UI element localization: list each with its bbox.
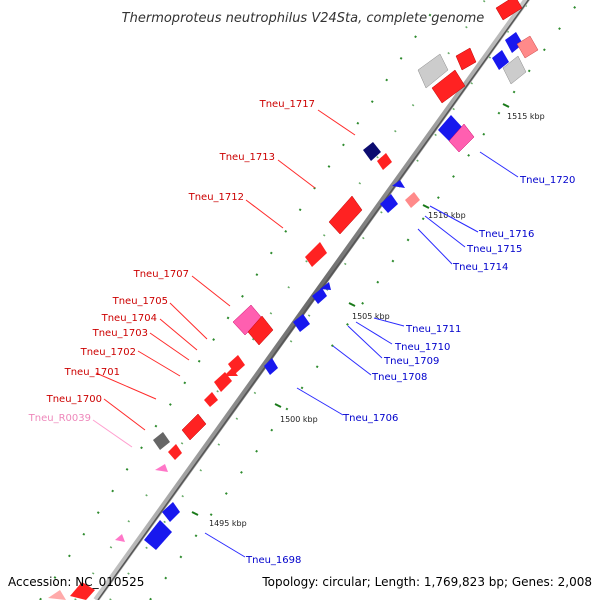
leader-tneu-1715 (424, 215, 466, 248)
topology-text: Topology: circular; Length: 1,769,823 bp… (261, 575, 592, 589)
label-tneu-1706[interactable]: Tneu_1706 (342, 413, 398, 424)
label-tneu-1713[interactable]: Tneu_1713 (219, 152, 275, 163)
left-gene-labels: Tneu_1717 Tneu_1713 Tneu_1712 Tneu_1707 … (28, 99, 315, 424)
backbone-line (93, 0, 531, 600)
tick-1495 (191, 511, 199, 516)
gene-tneu-1705[interactable] (247, 315, 274, 346)
gene-tneu-1716[interactable] (392, 180, 405, 188)
gene-forward-light[interactable] (516, 35, 539, 59)
gene-forward[interactable] (70, 582, 95, 600)
tick-label-1495: 1495 kbp (209, 519, 247, 528)
leader-tneu-1714 (417, 228, 453, 265)
gene-tneu-1698[interactable] (144, 520, 172, 550)
gene-tneu-1712[interactable] (328, 195, 363, 235)
leader-tneu-1704 (159, 318, 198, 351)
leader-tneu-1709 (347, 325, 383, 359)
right-gene-labels: Tneu_1720 Tneu_1716 Tneu_1715 Tneu_1714 … (245, 175, 575, 566)
gene-tneu-1717[interactable] (377, 153, 392, 170)
inner-guide-track (149, 0, 581, 600)
accession-text: Accession: NC_010525 (8, 575, 144, 589)
leader-tneu-1712 (245, 199, 284, 229)
label-tneu-1701[interactable]: Tneu_1701 (64, 367, 120, 378)
label-tneu-1712[interactable]: Tneu_1712 (188, 192, 244, 203)
leader-tneu-1702 (137, 350, 181, 377)
leader-tneu-1711 (373, 317, 405, 327)
tick-1510 (422, 204, 430, 209)
gene-rna-tneu-r0039[interactable] (155, 464, 168, 472)
tick-1505 (348, 302, 356, 307)
tick-label-1515: 1515 kbp (507, 112, 545, 121)
label-tneu-1710[interactable]: Tneu_1710 (394, 342, 450, 353)
gene-reverse[interactable] (162, 502, 180, 522)
label-tneu-1707[interactable]: Tneu_1707 (133, 269, 189, 280)
forward-strand-genes (48, 0, 523, 600)
gene-tneu-1702[interactable] (224, 368, 238, 376)
label-tneu-1702[interactable]: Tneu_1702 (80, 347, 136, 358)
gene-tneu-1700-b[interactable] (168, 444, 182, 460)
label-tneu-1709[interactable]: Tneu_1709 (383, 356, 439, 367)
leader-tneu-1706 (296, 387, 344, 416)
gene-reverse[interactable] (505, 32, 523, 53)
label-tneu-r0039[interactable]: Tneu_R0039 (28, 413, 91, 424)
leader-tneu-1710 (355, 321, 393, 345)
reverse-strand-genes (144, 32, 539, 550)
label-tneu-1711[interactable]: Tneu_1711 (405, 324, 461, 335)
gene-reverse[interactable] (492, 50, 509, 70)
gene-other[interactable] (502, 55, 527, 85)
gene-tneu-1707-a[interactable] (305, 242, 327, 267)
tick-label-1500: 1500 kbp (280, 415, 318, 424)
outer-guide-track (39, 0, 441, 600)
gene-tneu-1700[interactable] (181, 413, 207, 441)
leader-tneu-1716 (429, 205, 479, 233)
leader-tneu-1708 (332, 345, 372, 376)
leader-tneu-1703 (149, 332, 190, 361)
leader-tneu-1701 (95, 372, 157, 400)
gene-forward-faint[interactable] (48, 590, 66, 600)
tick-label-1505: 1505 kbp (352, 312, 390, 321)
leader-tneu-1698 (204, 532, 246, 558)
label-tneu-1704[interactable]: Tneu_1704 (101, 313, 157, 324)
gene-tneu-1701[interactable] (204, 392, 218, 407)
gene-other[interactable] (417, 53, 449, 89)
tick-1515 (502, 103, 510, 108)
tick-marks (191, 103, 510, 516)
label-tneu-1720[interactable]: Tneu_1720 (519, 175, 575, 186)
gene-forward[interactable] (495, 0, 523, 21)
leader-tneu-1717 (317, 109, 356, 136)
leader-tneu-1705 (169, 302, 208, 340)
leader-tneu-1700 (103, 398, 146, 431)
gene-tneu-1710[interactable] (320, 282, 331, 290)
gene-forward[interactable] (455, 47, 477, 71)
gene-rna[interactable] (115, 534, 125, 542)
label-tneu-1715[interactable]: Tneu_1715 (466, 244, 522, 255)
label-tneu-1700[interactable]: Tneu_1700 (46, 394, 102, 405)
label-tneu-1705[interactable]: Tneu_1705 (112, 296, 168, 307)
leader-tneu-1713 (277, 159, 316, 189)
leader-tneu-1707 (191, 275, 231, 307)
label-tneu-1703[interactable]: Tneu_1703 (92, 328, 148, 339)
gene-reverse[interactable] (438, 115, 462, 141)
label-tneu-1714[interactable]: Tneu_1714 (452, 262, 508, 273)
label-tneu-1708[interactable]: Tneu_1708 (371, 372, 427, 383)
gene-tneu-1715[interactable] (380, 194, 398, 213)
gene-tneu-1711[interactable] (312, 288, 327, 304)
leader-tneu-1720 (479, 151, 519, 178)
label-tneu-1716[interactable]: Tneu_1716 (478, 229, 534, 240)
map-title: Thermoproteus neutrophilus V24Sta, compl… (122, 11, 485, 26)
left-leader-lines (92, 109, 356, 448)
gene-rna-tneu-1720[interactable] (448, 123, 475, 153)
gene-tneu-1714[interactable] (405, 192, 420, 208)
gene-tneu-1703[interactable] (214, 372, 232, 392)
gene-tneu-1717-dark[interactable] (363, 142, 381, 161)
label-tneu-1717[interactable]: Tneu_1717 (259, 99, 315, 110)
gene-tneu-1706[interactable] (264, 358, 278, 375)
gene-other-dark[interactable] (153, 432, 170, 450)
gene-forward[interactable] (431, 69, 466, 104)
right-leader-lines (204, 151, 519, 558)
leader-tneu-r0039 (92, 419, 133, 448)
gene-tneu-1708[interactable] (293, 314, 310, 332)
tick-1500 (274, 403, 282, 408)
label-tneu-1698[interactable]: Tneu_1698 (245, 555, 301, 566)
